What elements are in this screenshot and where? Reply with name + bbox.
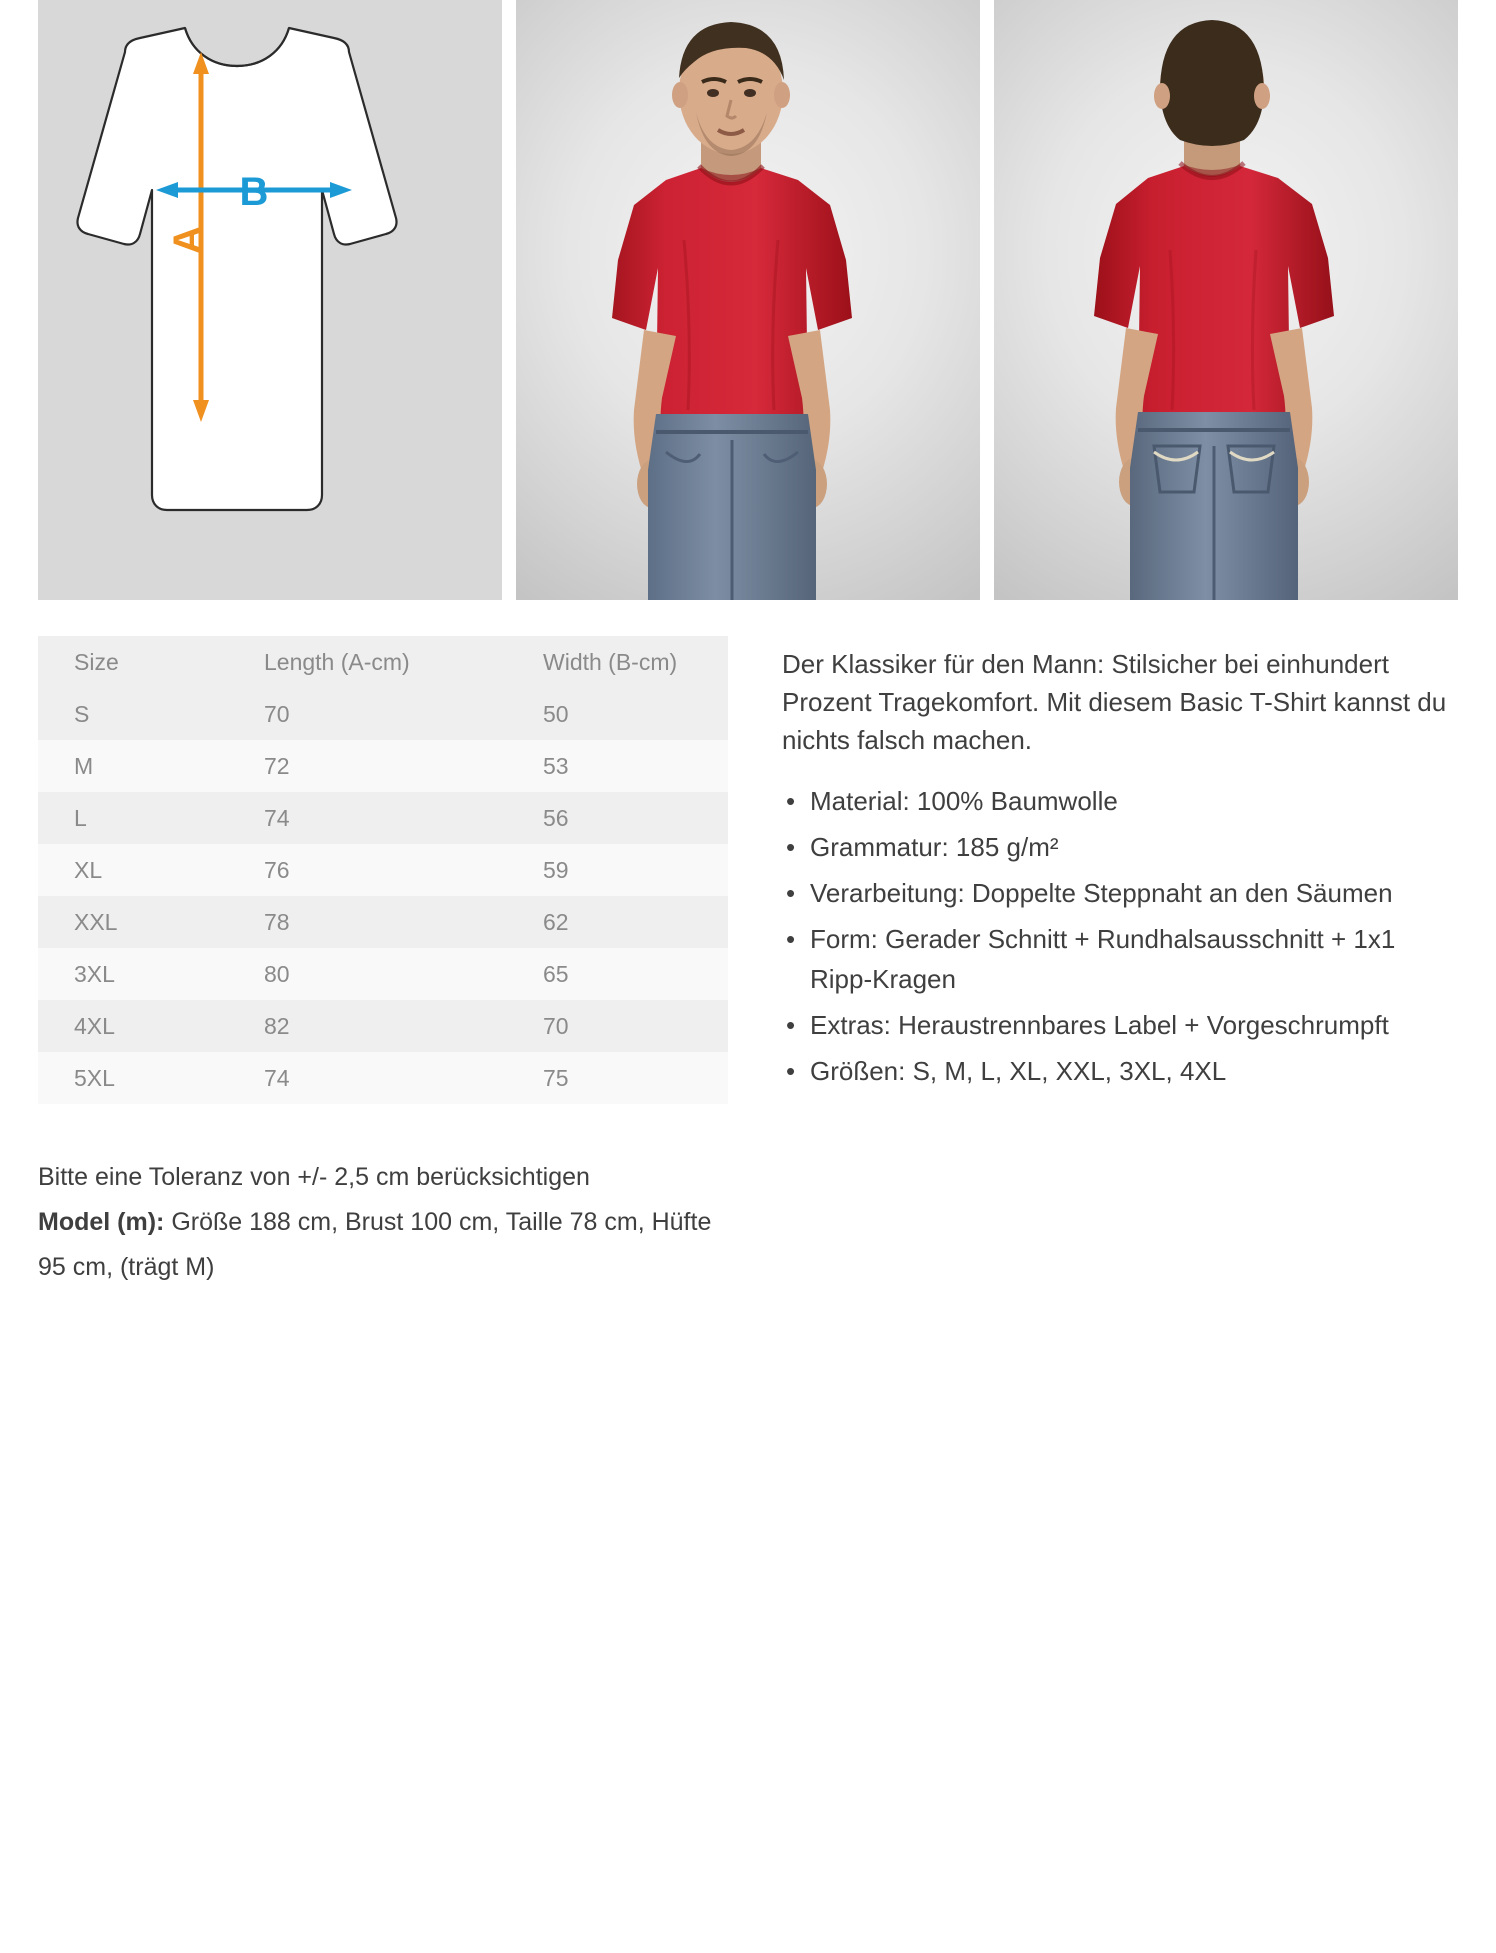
cell-length: 70 bbox=[264, 701, 290, 727]
table-row: 5XL 74 75 bbox=[38, 1052, 728, 1104]
cell-width: 50 bbox=[543, 701, 569, 727]
cell-size: 3XL bbox=[74, 961, 115, 987]
cell-size: S bbox=[74, 701, 90, 727]
cell-width: 56 bbox=[543, 805, 569, 831]
size-diagram-background: A B bbox=[38, 0, 502, 600]
list-item: Extras: Heraustrennbares Label + Vorgesc… bbox=[782, 1005, 1452, 1045]
table-row: XXL 78 62 bbox=[38, 896, 728, 948]
model-measurements: Größe 188 cm, Brust 100 cm, Taille 78 cm… bbox=[38, 1208, 712, 1281]
table-row: L 74 56 bbox=[38, 792, 728, 844]
tshirt-outline-icon: A B bbox=[76, 26, 398, 512]
size-chart-head: Size Length (A-cm) Width (B-cm) bbox=[38, 636, 728, 688]
model-back-photo bbox=[994, 0, 1458, 600]
list-item: Form: Gerader Schnitt + Rundhalsausschni… bbox=[782, 919, 1452, 999]
cell-size: XXL bbox=[74, 909, 118, 935]
col-header-size: Size bbox=[74, 649, 119, 675]
size-chart-body: S 70 50 M 72 53 L 74 56 XL 76 59 XXL 78 bbox=[38, 688, 728, 1104]
cell-width: 65 bbox=[543, 961, 569, 987]
list-item: Größen: S, M, L, XL, XXL, 3XL, 4XL bbox=[782, 1051, 1452, 1091]
cell-length: 74 bbox=[264, 1065, 290, 1091]
table-row: XL 76 59 bbox=[38, 844, 728, 896]
product-description: Der Klassiker für den Mann: Stilsicher b… bbox=[782, 645, 1452, 1097]
col-header-length: Length (A-cm) bbox=[264, 649, 410, 675]
description-intro: Der Klassiker für den Mann: Stilsicher b… bbox=[782, 649, 1447, 755]
model-back-illustration bbox=[1094, 20, 1334, 600]
cell-length: 76 bbox=[264, 857, 290, 883]
cell-size: M bbox=[74, 753, 94, 779]
table-row: M 72 53 bbox=[38, 740, 728, 792]
cell-width: 75 bbox=[543, 1065, 569, 1091]
cell-size: 4XL bbox=[74, 1013, 115, 1039]
cell-width: 53 bbox=[543, 753, 569, 779]
table-row: 4XL 82 70 bbox=[38, 1000, 728, 1052]
product-image-row: A B bbox=[38, 0, 1458, 600]
table-header-row: Size Length (A-cm) Width (B-cm) bbox=[38, 636, 728, 688]
cell-size: L bbox=[74, 805, 87, 831]
size-diagram-image: A B bbox=[38, 0, 502, 600]
cell-length: 72 bbox=[264, 753, 290, 779]
size-chart-table: Size Length (A-cm) Width (B-cm) S 70 50 … bbox=[38, 636, 728, 1104]
model-front-illustration bbox=[612, 22, 852, 600]
model-label: Model (m): bbox=[38, 1208, 165, 1236]
col-header-width: Width (B-cm) bbox=[543, 649, 678, 675]
table-row: 3XL 80 65 bbox=[38, 948, 728, 1000]
table-row: S 70 50 bbox=[38, 688, 728, 740]
cell-length: 78 bbox=[264, 909, 290, 935]
cell-size: 5XL bbox=[74, 1065, 115, 1091]
cell-width: 70 bbox=[543, 1013, 569, 1039]
description-feature-list: Material: 100% Baumwolle Grammatur: 185 … bbox=[782, 781, 1452, 1091]
cell-size: XL bbox=[74, 857, 103, 883]
tolerance-text: Bitte eine Toleranz von +/- 2,5 cm berüc… bbox=[38, 1163, 590, 1191]
measurement-note: Bitte eine Toleranz von +/- 2,5 cm berüc… bbox=[38, 1155, 738, 1290]
svg-text:B: B bbox=[240, 170, 269, 214]
cell-length: 74 bbox=[264, 805, 290, 831]
cell-width: 62 bbox=[543, 909, 569, 935]
list-item: Verarbeitung: Doppelte Steppnaht an den … bbox=[782, 873, 1452, 913]
cell-length: 80 bbox=[264, 961, 290, 987]
model-front-photo bbox=[516, 0, 980, 600]
svg-text:A: A bbox=[166, 226, 210, 255]
list-item: Material: 100% Baumwolle bbox=[782, 781, 1452, 821]
cell-length: 82 bbox=[264, 1013, 290, 1039]
cell-width: 59 bbox=[543, 857, 569, 883]
list-item: Grammatur: 185 g/m² bbox=[782, 827, 1452, 867]
